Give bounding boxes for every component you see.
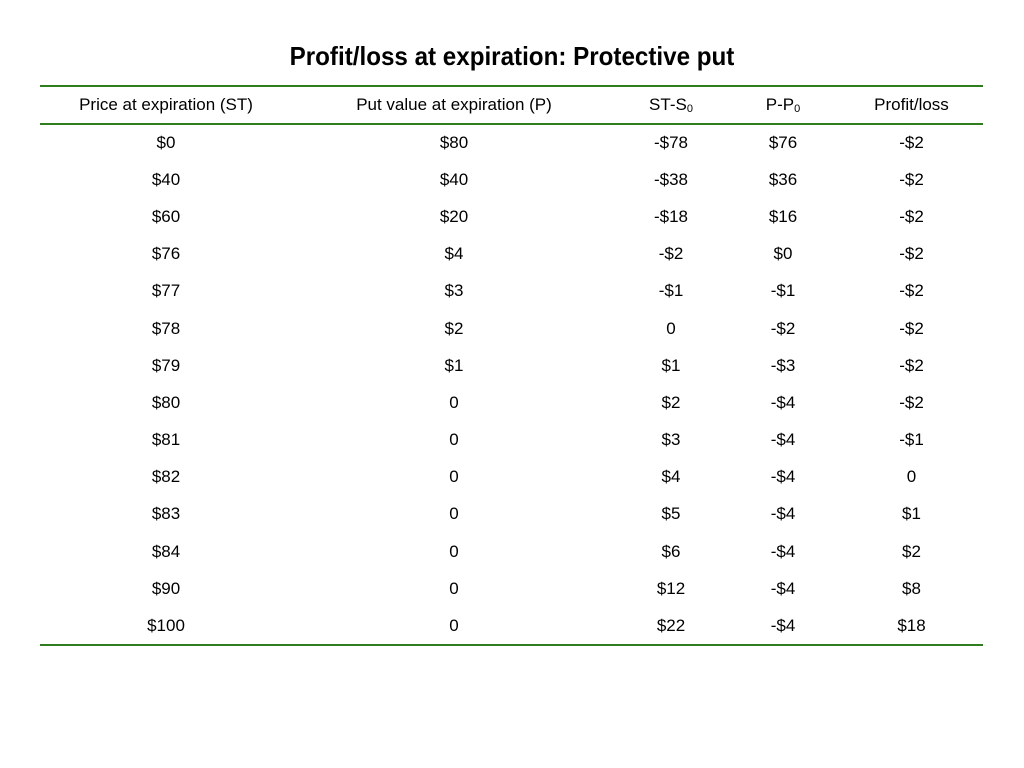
- cell-put-value: 0: [449, 467, 459, 487]
- cell-put-value: 0: [449, 392, 459, 412]
- cell-st-minus-s0: -$2: [658, 244, 684, 264]
- column-header-price-at-expiration: Price at expiration (ST): [79, 95, 253, 114]
- cell-profit-loss: $2: [902, 541, 921, 561]
- cell-put-value: $40: [439, 169, 469, 189]
- table-row: $82 0 $4 -$4 0: [40, 459, 983, 496]
- cell-p-minus-p0: -$2: [770, 318, 796, 338]
- cell-profit-loss: -$2: [899, 392, 924, 412]
- cell-price: $77: [151, 281, 181, 301]
- cell-p-minus-p0: $76: [768, 133, 798, 153]
- table-row: $100 0 $22 -$4 $18: [40, 607, 983, 645]
- table-row: $80 0 $2 -$4 -$2: [40, 384, 983, 421]
- cell-put-value: 0: [449, 504, 459, 524]
- column-header-put-value: Put value at expiration (P): [356, 95, 552, 114]
- cell-p-minus-p0: -$4: [770, 504, 796, 524]
- table-row: $90 0 $12 -$4 $8: [40, 570, 983, 607]
- cell-price: $78: [151, 318, 181, 338]
- cell-price: $40: [151, 169, 181, 189]
- cell-st-minus-s0: $5: [661, 504, 681, 524]
- cell-profit-loss: $8: [902, 578, 921, 598]
- cell-p-minus-p0: -$4: [770, 430, 796, 450]
- cell-st-minus-s0: -$18: [653, 206, 689, 226]
- cell-p-minus-p0: -$4: [770, 392, 796, 412]
- cell-put-value: $1: [444, 355, 464, 375]
- column-header-p-minus-p0: P-P0: [765, 95, 801, 115]
- cell-st-minus-s0: $12: [656, 578, 686, 598]
- cell-profit-loss: $1: [902, 504, 921, 524]
- cell-p-minus-p0: $36: [768, 169, 798, 189]
- table-body: $0 $80 -$78 $76 -$2 $40 $40 -$38 $36 -$2 $60 $20-…: [40, 124, 983, 645]
- cell-profit-loss: -$1: [899, 430, 924, 450]
- table-row: $60 $20 -$18 $16 -$2: [40, 198, 983, 235]
- cell-st-minus-s0: -$78: [653, 133, 689, 153]
- header-row: Price at expiration (ST) Put value at ex…: [40, 86, 983, 124]
- table-row: $78 $2 0 -$2 -$2: [40, 310, 983, 347]
- cell-p-minus-p0: -$4: [770, 467, 796, 487]
- cell-profit-loss: -$2: [899, 281, 924, 301]
- cell-st-minus-s0: $3: [661, 430, 681, 450]
- cell-profit-loss: 0: [906, 467, 917, 487]
- cell-st-minus-s0: 0: [666, 318, 676, 338]
- cell-put-value: 0: [449, 578, 459, 598]
- table-row: $40 $40 -$38 $36 -$2: [40, 161, 983, 198]
- cell-profit-loss: -$2: [899, 169, 924, 189]
- cell-profit-loss: -$2: [899, 133, 924, 153]
- page-title: Profit/loss at expiration: Protective pu…: [289, 41, 735, 71]
- table-row: $0 $80 -$78 $76 -$2: [40, 124, 983, 161]
- table-row: $81 0 $3 -$4 -$1: [40, 422, 983, 459]
- table-row: $79 $1 $1 -$3 -$2: [40, 347, 983, 384]
- cell-profit-loss: -$2: [899, 318, 924, 338]
- cell-p-minus-p0: -$4: [770, 615, 796, 635]
- cell-put-value: $3: [444, 281, 464, 301]
- cell-put-value: 0: [449, 430, 459, 450]
- cell-price: $83: [151, 504, 181, 524]
- cell-st-minus-s0: $4: [661, 467, 681, 487]
- cell-price: $60: [151, 206, 181, 226]
- table-row: $76 $4 -$2 $0 -$2: [40, 236, 983, 273]
- cell-price: $79: [151, 355, 181, 375]
- table-row: $77 $3 -$1 -$1 -$2: [40, 273, 983, 310]
- cell-price: $76: [151, 244, 181, 264]
- table-row: $84 0 $6 -$4 $2: [40, 533, 983, 570]
- table-row: $83 0 $5 -$4 $1: [40, 496, 983, 533]
- cell-p-minus-p0: $16: [768, 206, 798, 226]
- table-header: Price at expiration (ST) Put value at ex…: [40, 86, 983, 124]
- cell-put-value: $2: [444, 318, 464, 338]
- profit-loss-table-container: Price at expiration (ST) Put value at ex…: [40, 85, 983, 646]
- cell-st-minus-s0: $2: [661, 392, 681, 412]
- cell-profit-loss: -$2: [899, 206, 924, 226]
- cell-st-minus-s0: $22: [656, 615, 686, 635]
- cell-p-minus-p0: -$3: [770, 355, 796, 375]
- cell-price: $81: [151, 430, 181, 450]
- profit-loss-table: Price at expiration (ST) Put value at ex…: [40, 85, 983, 646]
- cell-profit-loss: -$2: [899, 244, 924, 264]
- cell-put-value: $4: [444, 244, 464, 264]
- cell-price: $100: [147, 615, 185, 635]
- cell-profit-loss: -$2: [899, 355, 924, 375]
- cell-p-minus-p0: -$4: [770, 578, 796, 598]
- cell-st-minus-s0: -$38: [653, 169, 689, 189]
- column-header-st-minus-s0: ST-S0: [649, 95, 693, 115]
- column-header-profit-loss: Profit/loss: [874, 95, 949, 114]
- cell-put-value: 0: [449, 615, 459, 635]
- cell-profit-loss: $18: [897, 615, 926, 635]
- cell-price: $0: [156, 133, 176, 153]
- cell-price: $80: [151, 392, 181, 412]
- cell-st-minus-s0: $6: [661, 541, 681, 561]
- cell-put-value: 0: [449, 541, 459, 561]
- cell-p-minus-p0: $0: [773, 244, 793, 264]
- cell-p-minus-p0: -$4: [770, 541, 796, 561]
- cell-price: $82: [151, 467, 181, 487]
- cell-st-minus-s0: -$1: [658, 281, 684, 301]
- cell-put-value: $20: [439, 206, 469, 226]
- cell-price: $90: [151, 578, 181, 598]
- cell-put-value: $80: [439, 133, 469, 153]
- cell-price: $84: [151, 541, 181, 561]
- cell-p-minus-p0: -$1: [770, 281, 796, 301]
- cell-st-minus-s0: $1: [661, 355, 681, 375]
